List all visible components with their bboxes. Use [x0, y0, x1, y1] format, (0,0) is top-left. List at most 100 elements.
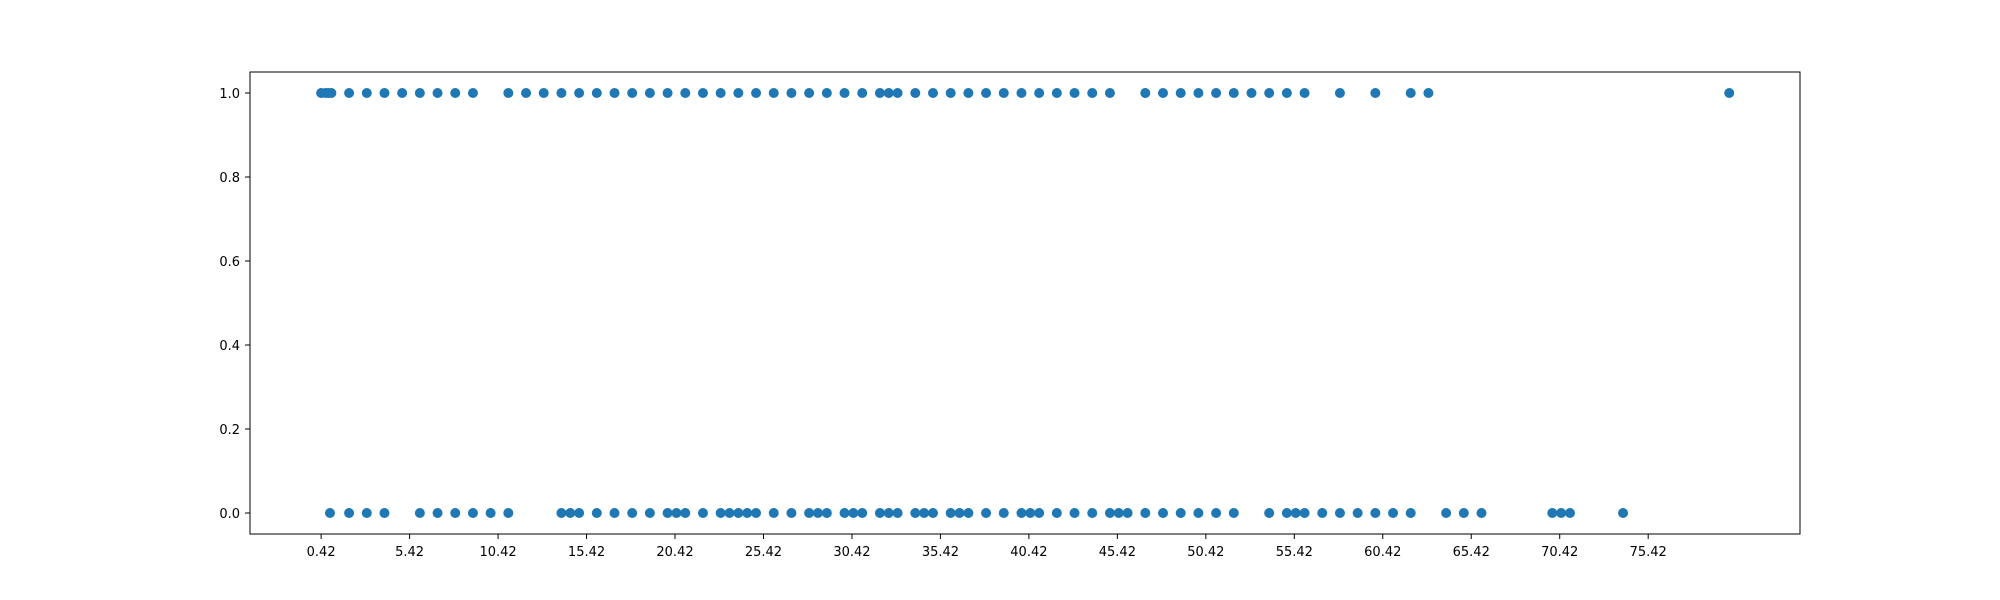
- data-point-127: [1317, 508, 1328, 518]
- y-tick-label-4: 0.8: [219, 171, 240, 186]
- data-point-133: [1441, 508, 1452, 518]
- data-point-21: [662, 88, 673, 98]
- x-tick-label-11: 55.42: [1276, 545, 1313, 560]
- data-point-18: [609, 88, 620, 98]
- data-point-136: [1547, 508, 1558, 518]
- data-point-26: [751, 88, 762, 98]
- x-tick-label-14: 70.42: [1541, 545, 1578, 560]
- data-point-46: [1087, 88, 1098, 98]
- data-point-114: [1104, 508, 1115, 518]
- data-point-66: [379, 508, 390, 518]
- data-point-71: [485, 508, 496, 518]
- data-point-122: [1228, 508, 1239, 518]
- data-point-130: [1370, 508, 1381, 518]
- data-point-43: [1034, 88, 1045, 98]
- data-point-76: [591, 508, 602, 518]
- data-point-44: [1051, 88, 1062, 98]
- data-point-111: [1051, 508, 1062, 518]
- data-point-36: [910, 88, 921, 98]
- data-point-17: [591, 88, 602, 98]
- plot-area-frame: [249, 71, 1801, 535]
- data-point-13: [521, 88, 532, 98]
- data-point-37: [927, 88, 938, 98]
- data-point-54: [1246, 88, 1257, 98]
- data-point-31: [839, 88, 850, 98]
- data-point-11: [467, 88, 478, 98]
- data-point-9: [432, 88, 443, 98]
- data-point-100: [910, 508, 921, 518]
- x-tick-label-6: 30.42: [833, 545, 870, 560]
- data-point-123: [1264, 508, 1275, 518]
- x-tick-label-12: 60.42: [1364, 545, 1401, 560]
- data-point-73: [556, 508, 567, 518]
- data-point-90: [786, 508, 797, 518]
- data-point-63: [324, 508, 335, 518]
- data-point-30: [821, 88, 832, 98]
- data-point-23: [697, 88, 708, 98]
- data-point-28: [786, 88, 797, 98]
- data-point-14: [538, 88, 549, 98]
- data-point-74: [565, 508, 576, 518]
- x-tick-label-9: 45.42: [1099, 545, 1136, 560]
- data-point-68: [432, 508, 443, 518]
- data-point-49: [1158, 88, 1169, 98]
- data-point-87: [742, 508, 753, 518]
- data-point-5: [361, 88, 372, 98]
- y-tick-label-0: 0.0: [219, 507, 240, 522]
- data-point-89: [768, 508, 779, 518]
- data-point-109: [1025, 508, 1036, 518]
- data-point-60: [1405, 88, 1416, 98]
- data-point-113: [1087, 508, 1098, 518]
- data-point-117: [1140, 508, 1151, 518]
- data-point-67: [414, 508, 425, 518]
- data-point-53: [1228, 88, 1239, 98]
- data-point-94: [839, 508, 850, 518]
- data-point-88: [751, 508, 762, 518]
- data-point-34: [883, 88, 894, 98]
- data-point-97: [874, 508, 885, 518]
- data-point-125: [1290, 508, 1301, 518]
- data-point-121: [1211, 508, 1222, 518]
- y-axis: 0.0 0.2 0.4 0.6 0.8 1.0: [219, 87, 250, 522]
- data-point-91: [804, 508, 815, 518]
- data-point-82: [680, 508, 691, 518]
- data-point-56: [1281, 88, 1292, 98]
- data-point-80: [662, 508, 673, 518]
- data-point-8: [414, 88, 425, 98]
- x-tick-label-13: 65.42: [1453, 545, 1490, 560]
- data-point-99: [892, 508, 903, 518]
- data-point-35: [892, 88, 903, 98]
- data-point-15: [556, 88, 567, 98]
- data-point-59: [1370, 88, 1381, 98]
- data-point-85: [724, 508, 735, 518]
- data-point-103: [945, 508, 956, 518]
- data-point-25: [733, 88, 744, 98]
- data-point-20: [644, 88, 655, 98]
- data-point-101: [919, 508, 930, 518]
- y-tick-label-2: 0.4: [219, 339, 240, 354]
- data-point-110: [1034, 508, 1045, 518]
- data-point-64: [344, 508, 355, 518]
- x-tick-label-2: 10.42: [479, 545, 516, 560]
- data-point-62: [1724, 88, 1735, 98]
- data-point-86: [733, 508, 744, 518]
- data-point-72: [503, 508, 514, 518]
- data-point-119: [1175, 508, 1186, 518]
- x-axis: 0.42 5.42 10.42 15.42 20.42 25.42 30.42 35.42 40…: [307, 534, 1667, 560]
- data-point-115: [1113, 508, 1124, 518]
- data-point-19: [627, 88, 638, 98]
- data-point-41: [998, 88, 1009, 98]
- y-tick-label-1: 0.2: [219, 423, 240, 438]
- data-point-77: [609, 508, 620, 518]
- data-point-137: [1556, 508, 1567, 518]
- data-point-70: [467, 508, 478, 518]
- data-point-3: [326, 88, 337, 98]
- data-point-92: [812, 508, 823, 518]
- x-tick-label-15: 75.42: [1630, 545, 1667, 560]
- y-tick-label-5: 1.0: [219, 87, 240, 102]
- data-point-116: [1122, 508, 1133, 518]
- data-point-47: [1104, 88, 1115, 98]
- data-point-98: [883, 508, 894, 518]
- data-point-45: [1069, 88, 1080, 98]
